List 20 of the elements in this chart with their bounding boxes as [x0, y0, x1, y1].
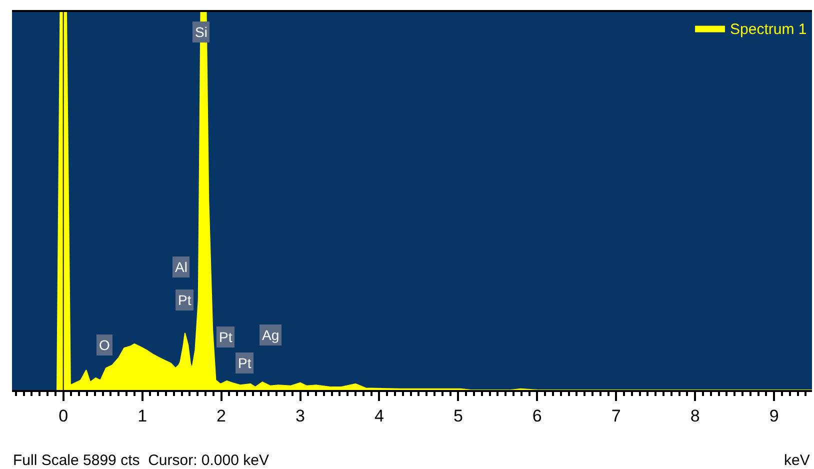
x-tick-label: 7 — [611, 406, 621, 426]
legend-label: Spectrum 1 — [730, 21, 807, 38]
x-tick-label: 2 — [216, 406, 226, 426]
x-tick-label: 6 — [532, 406, 542, 426]
x-tick-label: 8 — [690, 406, 700, 426]
x-tick-label: 1 — [138, 406, 148, 426]
annotation: Al — [175, 259, 188, 275]
x-tick-label: 5 — [453, 406, 463, 426]
annotation: O — [99, 337, 110, 353]
annotation: Pt — [238, 355, 252, 371]
annotation: Ag — [262, 327, 280, 343]
x-tick-label: 0 — [58, 406, 68, 426]
x-tick-label: 4 — [374, 406, 384, 426]
annotation: Pt — [178, 292, 192, 308]
x-tick-label: 9 — [769, 406, 779, 426]
x-axis-title: keV — [784, 452, 810, 469]
annotation: Pt — [219, 329, 232, 345]
text: Full Scale 5899 cts Cursor: 0.000 keV — [13, 452, 269, 469]
annotation: Si — [195, 24, 208, 40]
x-tick-label: 3 — [296, 406, 305, 426]
